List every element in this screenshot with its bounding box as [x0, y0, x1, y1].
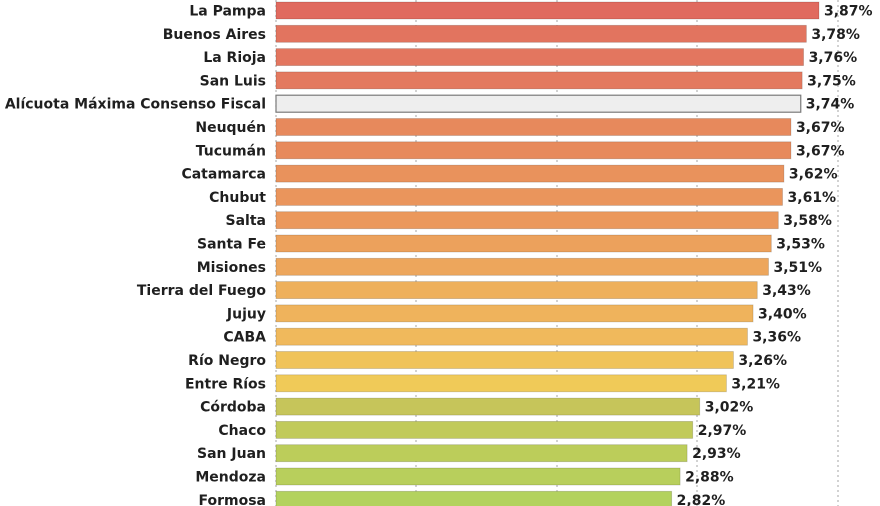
category-label: Neuquén [195, 120, 266, 136]
category-label: Chaco [218, 423, 266, 439]
category-label: Jujuy [226, 306, 266, 322]
category-label: Buenos Aires [163, 27, 266, 43]
value-label: 3,67% [796, 143, 845, 159]
bar-16 [275, 374, 727, 393]
category-label: Chubut [209, 190, 266, 206]
value-label: 2,82% [677, 493, 726, 506]
bar-21 [275, 490, 673, 506]
value-label: 2,93% [692, 446, 741, 462]
value-label: 3,40% [758, 306, 807, 322]
bar-9 [275, 211, 779, 230]
value-label: 2,88% [685, 470, 734, 486]
bar-11 [275, 257, 769, 276]
bar-12 [275, 281, 758, 300]
category-label: San Luis [200, 73, 266, 89]
bar-6 [275, 141, 792, 160]
category-label: Formosa [198, 493, 266, 506]
value-label: 3,74% [806, 97, 855, 113]
category-label: CABA [223, 330, 266, 346]
value-label: 3,62% [789, 167, 838, 183]
value-label: 3,02% [705, 400, 754, 416]
category-label: San Juan [197, 446, 266, 462]
value-label: 3,58% [783, 213, 832, 229]
category-label: Río Negro [188, 353, 266, 369]
value-label: 3,26% [738, 353, 787, 369]
category-label: Tierra del Fuego [137, 283, 267, 299]
value-label: 3,53% [776, 237, 825, 253]
bar-18 [275, 420, 694, 439]
bar-20 [275, 467, 681, 486]
bar-7 [275, 164, 785, 183]
category-label: Misiones [197, 260, 266, 276]
category-label: Salta [226, 213, 266, 229]
category-label: Mendoza [195, 470, 266, 486]
value-label: 2,97% [698, 423, 747, 439]
bar-10 [275, 234, 772, 253]
bar-4 [275, 94, 802, 113]
category-label: Córdoba [200, 400, 266, 416]
value-label: 3,76% [809, 50, 858, 66]
category-labels: La Pampa Buenos Aires La Rioja San Luis Alíc… [5, 4, 267, 506]
bar-8 [275, 187, 783, 206]
value-labels: 3,87% 3,78% 3,76% 3,75% 3,74% 3,67% 3,67% 3,62%… [677, 4, 873, 506]
category-label: La Rioja [203, 50, 266, 66]
bar-2 [275, 48, 804, 66]
bar-15 [275, 351, 734, 369]
value-label: 3,78% [811, 27, 860, 43]
bars [275, 1, 820, 506]
value-label: 3,43% [762, 283, 811, 299]
bar-5 [275, 118, 792, 136]
category-label: Catamarca [181, 167, 266, 183]
category-label: Santa Fe [197, 237, 266, 253]
value-label: 3,51% [773, 260, 822, 276]
category-label: La Pampa [189, 4, 266, 20]
bar-3 [275, 71, 803, 90]
value-label: 3,36% [752, 330, 801, 346]
bar-14 [275, 327, 748, 346]
bar-0 [275, 1, 820, 20]
category-label: Tucumán [196, 143, 266, 159]
value-label: 3,67% [796, 120, 845, 136]
category-label: Entre Ríos [185, 376, 266, 392]
bar-1 [275, 24, 807, 43]
value-label: 3,87% [824, 4, 873, 20]
category-label: Alícuota Máxima Consenso Fiscal [5, 97, 266, 113]
value-label: 3,21% [731, 376, 780, 392]
bar-13 [275, 304, 754, 323]
bar-19 [275, 444, 688, 463]
bar-17 [275, 397, 701, 416]
value-label: 3,75% [807, 73, 856, 89]
value-label: 3,61% [788, 190, 837, 206]
